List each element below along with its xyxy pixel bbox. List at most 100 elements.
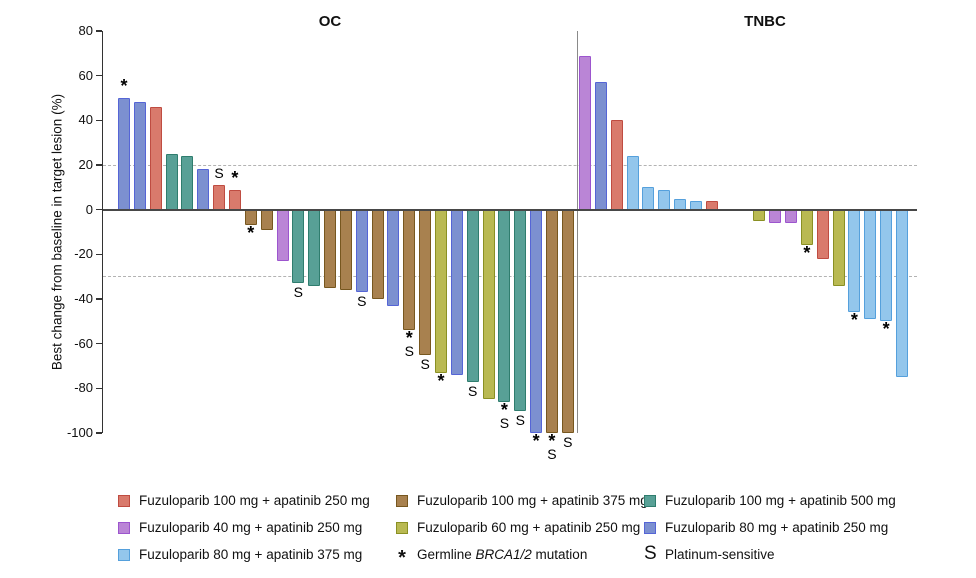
oc-bar-12 [292,209,305,284]
legend-item-f100a250: Fuzuloparib 100 mg + apatinib 250 mg [118,487,370,514]
oc-bar-25 [498,209,511,402]
brca-mutation-marker: * [437,370,445,391]
s-symbol-icon: S [644,542,657,564]
platinum-sensitive-marker: S [420,355,430,372]
tnbc-bar-15 [800,209,813,246]
oc-bar-13 [308,209,321,286]
oc-bar-23 [466,209,479,382]
oc-bar-1 [118,98,130,210]
oc-bar-22 [450,209,463,375]
platinum-sensitive-marker: S [547,446,557,462]
oc-bar-3 [149,106,162,210]
legend-column-1: Fuzuloparib 100 mg + apatinib 250 mg Fuzu… [118,487,370,568]
legend-label: Fuzuloparib 100 mg + apatinib 500 mg [665,493,896,508]
oc-bar-29 [561,209,574,433]
y-tick-label: -100 [66,425,93,440]
oc-bar-2 [133,102,146,210]
y-axis-tick [95,119,102,122]
brca-mutation-marker: * [231,167,239,188]
legend-label: Fuzuloparib 40 mg + apatinib 250 mg [139,520,363,535]
legend-swatch-icon [644,494,656,507]
tnbc-bar-2 [594,82,607,210]
panel-title-oc: OC [318,13,342,30]
brca-mutation-marker: * [850,310,858,331]
legend-item-brca-mutation: * Germline BRCA1/2 mutation [396,541,648,569]
legend-label: Fuzuloparib 60 mg + apatinib 250 mg [417,520,641,535]
oc-bar-26 [514,209,527,411]
tnbc-bar-13 [769,209,782,224]
panel-title-tnbc: TNBC [744,13,786,30]
tnbc-bar-19 [864,209,877,320]
reference-line [103,164,917,166]
legend-item-platinum-sensitive: S Platinum-sensitive [644,541,896,568]
oc-bar-15 [339,209,352,291]
asterisk-symbol-icon: * [398,547,406,569]
tnbc-bar-20 [880,209,893,322]
platinum-sensitive-marker: S [499,414,510,431]
tnbc-bar-5 [642,187,655,210]
tnbc-bar-17 [832,209,845,286]
tnbc-bar-14 [785,209,798,224]
legend-item-f40a250: Fuzuloparib 40 mg + apatinib 250 mg [118,514,370,541]
y-axis-tick [95,298,102,300]
y-axis-tick [95,30,102,32]
legend-swatch-icon [396,494,408,507]
y-tick-label: 0 [85,201,93,217]
oc-bar-8 [228,189,241,210]
legend-label: Germline BRCA1/2 mutation [417,547,588,562]
brca-mutation-marker: * [120,76,128,96]
tnbc-bar-6 [658,189,671,210]
oc-bar-6 [197,169,210,210]
platinum-sensitive-marker: S [404,343,414,360]
oc-bar-10 [260,209,273,230]
y-axis-tick [95,432,102,434]
oc-bar-18 [387,209,400,306]
tnbc-bar-21 [896,209,908,378]
legend-item-f100a375: Fuzuloparib 100 mg + apatinib 375 mg [396,487,648,514]
tnbc-bar-1 [579,55,591,210]
oc-bar-24 [482,209,495,400]
legend-label: Platinum-sensitive [665,547,775,562]
legend-label: Fuzuloparib 80 mg + apatinib 375 mg [139,547,363,562]
legend-item-f80a250: Fuzuloparib 80 mg + apatinib 250 mg [644,514,896,541]
legend-item-f60a250: Fuzuloparib 60 mg + apatinib 250 mg [396,514,648,541]
oc-bar-4 [165,153,178,210]
oc-bar-28 [545,209,558,433]
zero-baseline [103,208,917,211]
brca-mutation-marker: * [532,431,540,451]
y-tick-label: 60 [78,67,93,83]
y-axis-tick [95,208,102,211]
y-axis-tick [95,253,102,256]
platinum-sensitive-marker: S [357,293,367,310]
y-axis-line [101,31,103,433]
legend-swatch-icon [118,494,130,507]
y-tick-label: 20 [78,157,93,172]
brca-mutation-marker: * [500,399,508,420]
brca-mutation-marker: * [803,243,811,264]
tnbc-bar-18 [848,209,861,313]
brca-mutation-marker: * [247,223,255,244]
platinum-sensitive-marker: S [468,382,478,399]
brca-mutation-marker: * [548,431,556,451]
y-tick-label: 40 [78,112,93,128]
tnbc-bar-3 [610,120,623,210]
platinum-sensitive-marker: S [214,165,224,182]
legend-swatch-icon [396,521,408,534]
legend-column-2: Fuzuloparib 100 mg + apatinib 375 mg Fuzu… [396,487,648,569]
oc-bar-19 [403,209,416,331]
legend-label: Fuzuloparib 80 mg + apatinib 250 mg [665,520,889,535]
platinum-sensitive-marker: S [293,284,304,301]
y-tick-label: -80 [74,380,93,396]
oc-bar-27 [530,209,543,433]
tnbc-bar-12 [753,209,766,221]
brca-mutation-marker: * [882,319,890,340]
oc-bar-16 [355,209,368,293]
legend-swatch-icon [118,548,130,561]
tnbc-bar-16 [816,209,829,259]
oc-bar-17 [371,209,384,299]
oc-bar-5 [181,156,194,210]
brca-mutation-marker: * [405,328,413,349]
oc-bar-14 [324,209,337,288]
y-axis-tick [95,164,102,166]
